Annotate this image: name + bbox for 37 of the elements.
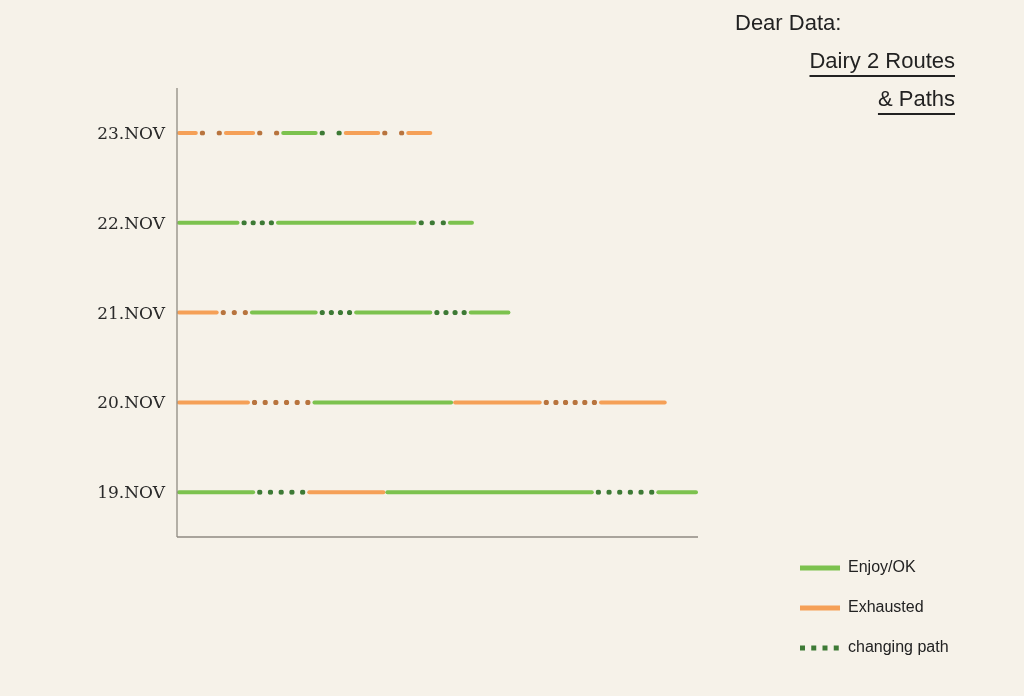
bar <box>354 310 433 315</box>
legend-label: changing path <box>848 638 949 656</box>
bar <box>453 400 542 405</box>
bar <box>468 310 511 315</box>
legend-label: Enjoy/OK <box>848 558 916 576</box>
y-tick-label: 21.NOV <box>97 302 166 323</box>
bar <box>447 220 474 225</box>
y-tick-label: 19.NOV <box>97 482 166 503</box>
bar <box>223 131 256 135</box>
bar <box>281 131 318 135</box>
y-tick-label: 23.NOV <box>97 122 166 143</box>
bar <box>275 220 417 225</box>
bar <box>656 490 698 495</box>
bar <box>177 400 250 405</box>
y-tick-label: 20.NOV <box>97 392 166 413</box>
bar <box>218 310 250 316</box>
bar <box>197 130 224 136</box>
bar <box>177 490 256 495</box>
bar <box>599 400 667 405</box>
bar <box>177 310 219 315</box>
text: Dairy 2 Routes & Paths <box>809 48 955 111</box>
legend-label: Exhausted <box>848 598 924 616</box>
bar <box>380 130 407 136</box>
bar <box>312 400 454 405</box>
bar <box>432 310 469 316</box>
bar <box>317 130 344 136</box>
y-tick-label: 22.NOV <box>97 212 166 233</box>
bar <box>406 131 433 135</box>
text: Dear Data: <box>735 10 842 35</box>
bar <box>385 490 594 495</box>
bar <box>593 489 657 495</box>
bar <box>249 310 318 315</box>
bar <box>307 490 386 495</box>
bar <box>249 399 313 405</box>
bar <box>177 220 240 225</box>
bar <box>177 131 198 135</box>
bar <box>343 131 381 135</box>
